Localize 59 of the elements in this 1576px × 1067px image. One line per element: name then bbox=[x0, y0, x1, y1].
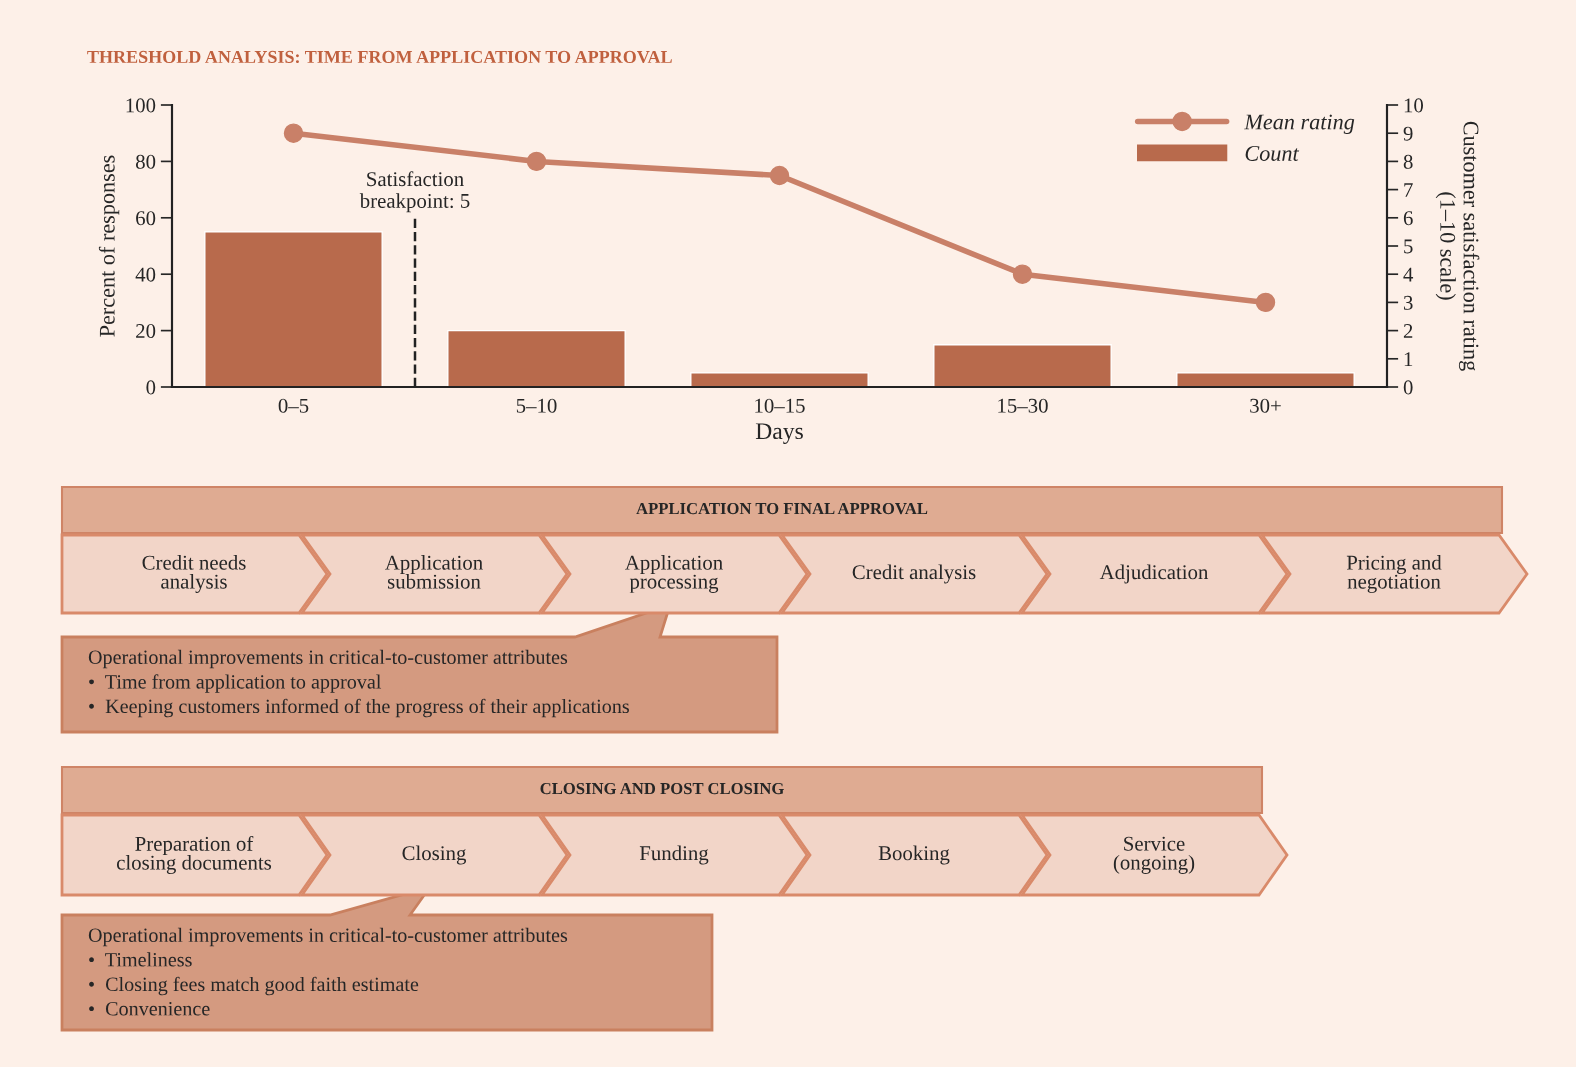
point bbox=[283, 123, 304, 143]
y2-tick-label: 3 bbox=[1403, 295, 1413, 310]
text: • Time from application to approval bbox=[89, 674, 382, 693]
y2-tick-label: 0 bbox=[1403, 380, 1413, 395]
chart-title: THRESHOLD ANALYSIS: TIME FROM APPLICATION TO APPROVAL bbox=[87, 50, 672, 64]
text: Operational improvements in critical-to-customer attributes bbox=[88, 649, 568, 669]
bar bbox=[447, 329, 626, 387]
y-axis-title: Percent of responses bbox=[98, 155, 120, 337]
category-label: Preparation of closing documents bbox=[116, 835, 272, 875]
y2-tick-label: 8 bbox=[1403, 154, 1413, 169]
y-tick-label: 0 bbox=[146, 380, 156, 395]
text: • Convenience bbox=[89, 1002, 210, 1016]
y2-tick-label: 9 bbox=[1403, 126, 1413, 141]
category-label: Adjudication bbox=[1099, 564, 1209, 584]
y-tick-label: 80 bbox=[135, 154, 156, 169]
category-label: Credit analysis bbox=[852, 564, 976, 584]
y-tick-label: 40 bbox=[135, 267, 156, 282]
bar bbox=[1176, 372, 1355, 387]
text: • Closing fees match good faith estimate bbox=[89, 976, 419, 996]
y2-tick-label: 10 bbox=[1404, 98, 1424, 113]
x-tick-label: 0–5 bbox=[278, 398, 309, 413]
category-label: Closing bbox=[402, 845, 467, 865]
y2-tick-label: 7 bbox=[1404, 183, 1413, 197]
bar bbox=[933, 344, 1112, 387]
category-label: Booking bbox=[878, 845, 950, 865]
category-label: Application processing bbox=[625, 555, 723, 593]
text: APPLICATION TO FINAL APPROVAL bbox=[636, 502, 928, 515]
y2-tick-label: 1 bbox=[1404, 352, 1413, 367]
y2-tick-label: 2 bbox=[1403, 324, 1413, 338]
point bbox=[1255, 292, 1276, 313]
text: • Timeliness bbox=[89, 952, 192, 967]
category-label: Pricing and negotiation bbox=[1346, 555, 1442, 593]
legend-label: Count bbox=[1245, 145, 1300, 161]
category-label: Funding bbox=[639, 845, 709, 865]
annotation: Satisfaction breakpoint: 5 bbox=[359, 171, 470, 213]
point bbox=[769, 165, 790, 186]
x-tick-label: 15–30 bbox=[998, 398, 1048, 413]
legend-label: Mean rating bbox=[1244, 114, 1355, 135]
point bbox=[526, 151, 547, 172]
y2-tick-label: 5 bbox=[1404, 239, 1413, 254]
y-tick-label: 60 bbox=[136, 211, 156, 226]
category-label: Credit needs analysis bbox=[142, 555, 246, 593]
text: CLOSING AND POST CLOSING bbox=[540, 782, 784, 795]
y2-tick-label: 4 bbox=[1403, 267, 1414, 282]
y2-tick-label: 6 bbox=[1403, 211, 1413, 226]
category-label: Application submission bbox=[385, 555, 483, 589]
y-tick-label: 20 bbox=[136, 323, 156, 339]
y-tick-label: 100 bbox=[126, 98, 156, 113]
x-tick-label: 5–10 bbox=[516, 398, 557, 413]
bar bbox=[690, 372, 869, 387]
text: • Keeping customers informed of the progress of their applications bbox=[89, 698, 629, 718]
bar bbox=[204, 231, 383, 387]
x-tick-label: 30+ bbox=[1250, 398, 1281, 413]
category-label: Service (ongoing) bbox=[1113, 836, 1195, 874]
text: Operational improvements in critical-to-customer attributes bbox=[88, 927, 568, 947]
y2-axis-title: Customer satisfaction rating (1–10 scale) bbox=[1435, 121, 1480, 371]
x-tick-label: 10–15 bbox=[755, 398, 805, 413]
point bbox=[1012, 264, 1033, 284]
x-axis-title: Days bbox=[755, 423, 803, 444]
